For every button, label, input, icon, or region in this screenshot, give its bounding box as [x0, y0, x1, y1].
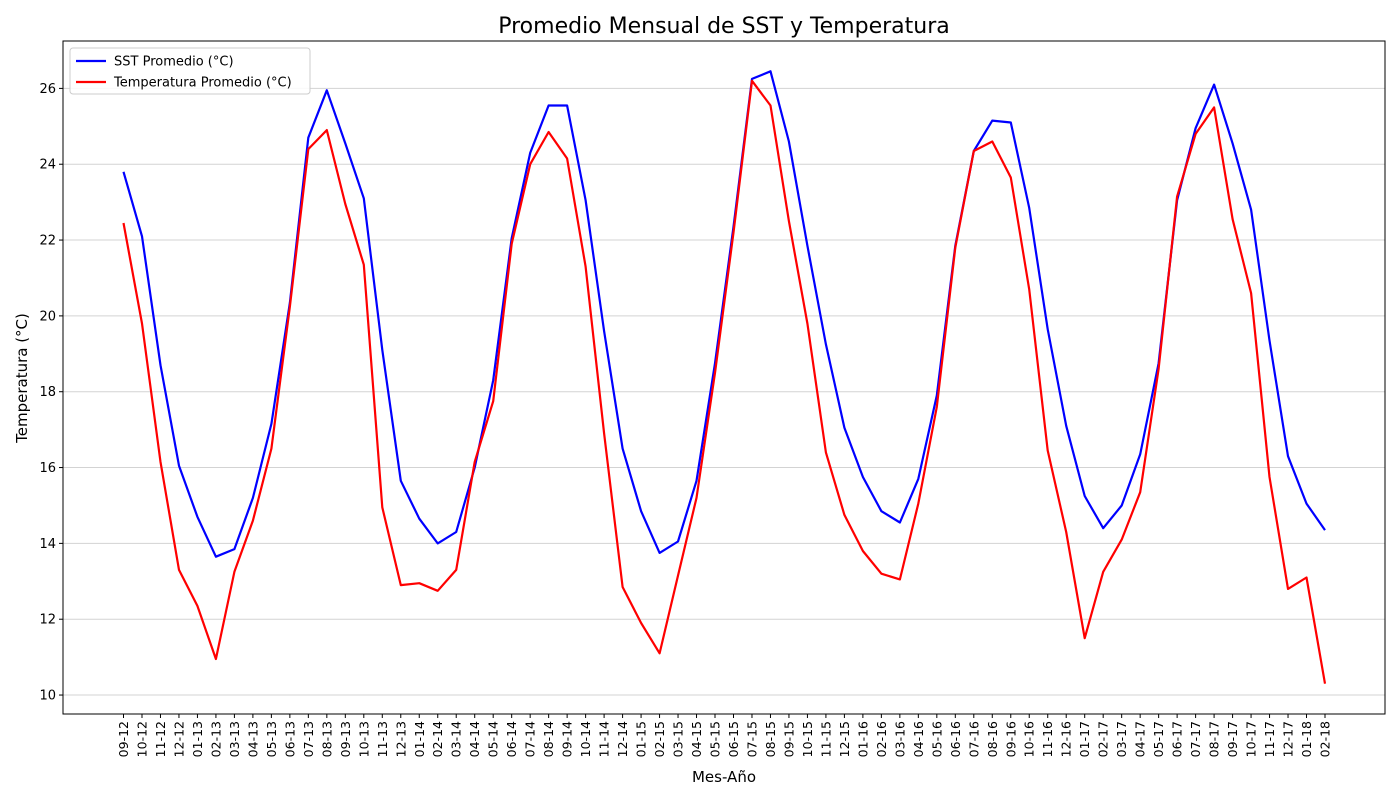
y-tick-label: 22 — [39, 234, 56, 249]
x-tick-label: 12-16 — [1059, 721, 1074, 757]
x-tick-label: 03-14 — [449, 721, 464, 757]
series-line — [122, 70, 1326, 558]
y-tick-label: 12 — [39, 613, 56, 628]
x-tick-label: 11-16 — [1040, 721, 1055, 757]
y-tick-label: 14 — [39, 537, 56, 552]
x-tick-label: 05-16 — [929, 721, 944, 757]
x-axis-label: Mes-Año — [692, 768, 756, 786]
x-tick-label: 11-15 — [818, 721, 833, 757]
x-tick-label: 09-17 — [1225, 721, 1240, 757]
x-tick-label: 03-15 — [671, 721, 686, 757]
x-tick-label: 02-14 — [430, 721, 445, 757]
x-tick-label: 08-16 — [985, 721, 1000, 757]
x-tick-label: 01-17 — [1077, 721, 1092, 757]
x-tick-label: 02-15 — [652, 721, 667, 757]
series-line — [122, 79, 1327, 684]
chart-title: Promedio Mensual de SST y Temperatura — [498, 14, 950, 39]
x-tick-label: 09-13 — [338, 721, 353, 757]
x-tick-label: 06-14 — [504, 721, 519, 757]
x-tick-label: 12-12 — [171, 721, 186, 757]
x-tick-label: 03-13 — [227, 721, 242, 757]
x-tick-label: 08-15 — [763, 721, 778, 757]
y-axis: 10 12 14 16 18 20 22 24 26 — [39, 82, 63, 704]
x-tick-label: 04-15 — [689, 721, 704, 757]
x-tick-label: 02-16 — [874, 721, 889, 757]
plot-frame — [62, 40, 1386, 715]
x-tick-label: 08-13 — [319, 721, 334, 757]
x-tick-label: 01-14 — [412, 721, 427, 757]
x-tick-label: 05-14 — [486, 721, 501, 757]
x-tick-label: 09-15 — [781, 721, 796, 757]
x-tick-label: 06-16 — [948, 721, 963, 757]
x-tick-label: 04-14 — [467, 721, 482, 757]
grid-lines — [63, 87, 1385, 696]
x-axis: 09-12 10-12 11-12 12-12 01-13 02-13 03-13 04-13… — [116, 714, 1333, 757]
x-tick-label: 12-15 — [837, 721, 852, 757]
y-tick-label: 16 — [39, 461, 56, 476]
series-lines — [122, 70, 1327, 684]
x-tick-label: 02-17 — [1096, 721, 1111, 757]
x-tick-label: 07-13 — [301, 721, 316, 757]
x-tick-label: 11-17 — [1262, 721, 1277, 757]
x-tick-label: 10-16 — [1022, 721, 1037, 757]
x-tick-label: 04-17 — [1133, 721, 1148, 757]
x-tick-label: 12-14 — [615, 721, 630, 757]
y-tick-label: 24 — [39, 158, 56, 173]
x-tick-label: 12-13 — [393, 721, 408, 757]
legend-box — [69, 47, 311, 95]
legend-label: SST Promedio (°C) — [114, 55, 234, 70]
x-tick-label: 04-13 — [245, 721, 260, 757]
y-tick-label: 18 — [39, 385, 56, 400]
x-tick-label: 11-14 — [597, 721, 612, 757]
x-tick-label: 08-17 — [1207, 721, 1222, 757]
x-tick-label: 05-13 — [264, 721, 279, 757]
x-tick-label: 10-12 — [134, 721, 149, 757]
x-tick-label: 01-13 — [190, 721, 205, 757]
x-tick-label: 10-17 — [1244, 721, 1259, 757]
x-tick-label: 06-15 — [726, 721, 741, 757]
x-tick-label: 05-17 — [1151, 721, 1166, 757]
x-tick-label: 09-12 — [116, 721, 131, 757]
x-tick-label: 03-16 — [892, 721, 907, 757]
x-tick-label: 07-14 — [523, 721, 538, 757]
x-tick-label: 10-13 — [356, 721, 371, 757]
x-tick-label: 03-17 — [1114, 721, 1129, 757]
x-tick-label: 10-14 — [578, 721, 593, 757]
x-tick-label: 11-13 — [375, 721, 390, 757]
y-axis-label: Temperatura (°C) — [13, 313, 31, 444]
x-tick-label: 07-15 — [744, 721, 759, 757]
x-tick-label: 01-15 — [634, 721, 649, 757]
y-tick-label: 26 — [39, 82, 56, 97]
x-tick-label: 06-13 — [282, 721, 297, 757]
x-tick-label: 01-18 — [1299, 721, 1314, 757]
legend: SST Promedio (°C) Temperatura Promedio (°… — [69, 47, 311, 95]
x-tick-label: 04-16 — [911, 721, 926, 757]
x-tick-label: 05-15 — [708, 721, 723, 757]
x-tick-label: 10-15 — [800, 721, 815, 757]
y-tick-label: 20 — [39, 309, 56, 324]
x-tick-label: 07-16 — [966, 721, 981, 757]
x-tick-label: 11-12 — [153, 721, 168, 757]
y-tick-label: 10 — [39, 689, 56, 704]
x-tick-label: 09-16 — [1003, 721, 1018, 757]
x-tick-label: 02-18 — [1318, 721, 1333, 757]
x-tick-label: 09-14 — [560, 721, 575, 757]
x-tick-label: 07-17 — [1188, 721, 1203, 757]
x-tick-label: 06-17 — [1170, 721, 1185, 757]
legend-label: Temperatura Promedio (°C) — [113, 76, 292, 91]
x-tick-label: 12-17 — [1281, 721, 1296, 757]
x-tick-label: 01-16 — [855, 721, 870, 757]
x-tick-label: 02-13 — [208, 721, 223, 757]
x-tick-label: 08-14 — [541, 721, 556, 757]
